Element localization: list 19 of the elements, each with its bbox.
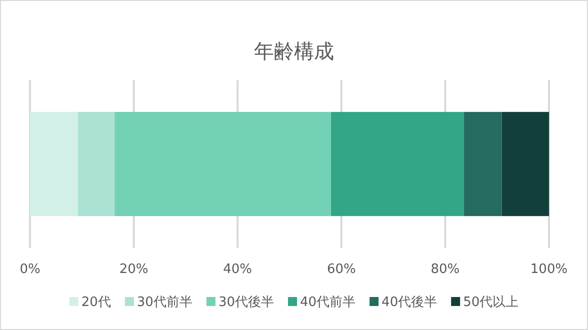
legend-label: 40代後半 [382, 295, 438, 310]
legend-label: 40代前半 [300, 295, 356, 310]
x-tick-label: 0% [20, 262, 40, 277]
x-tick-label: 80% [430, 262, 460, 277]
bar [30, 112, 78, 216]
legend-label: 20代 [81, 295, 111, 310]
legend-label: 30代前半 [136, 295, 192, 310]
x-tick-label: 100% [530, 262, 568, 277]
bar [502, 112, 549, 216]
bar [114, 112, 332, 216]
chart-title: 年齢構成 [254, 39, 334, 63]
bar [78, 112, 115, 216]
x-tick-label: 40% [223, 262, 252, 277]
x-tick-label: 20% [119, 262, 148, 277]
legend-label: 50代以上 [463, 295, 519, 310]
legend-label: 30代後半 [218, 295, 274, 310]
bar [464, 112, 502, 216]
bar [331, 112, 464, 216]
x-tick-label: 60% [326, 262, 356, 277]
